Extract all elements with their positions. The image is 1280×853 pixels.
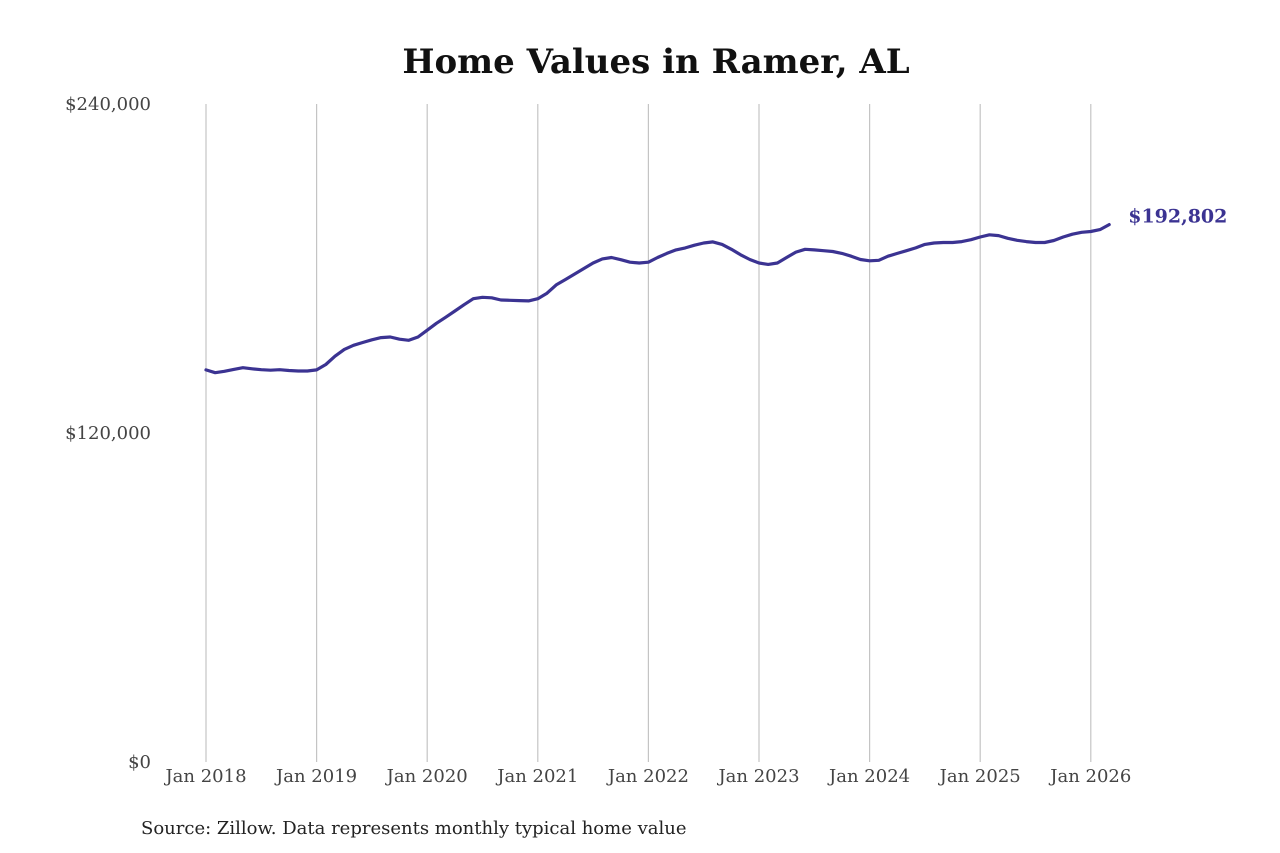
x-tick-label: Jan 2019 <box>274 766 357 787</box>
home-value-line <box>204 223 1111 375</box>
x-axis-ticks: Jan 2018 Jan 2019 Jan 2020 Jan 2021 Jan 2022… <box>163 766 1131 787</box>
source-note: Source: Zillow. Data represents monthly … <box>141 818 687 839</box>
x-tick-label: Jan 2024 <box>827 766 910 787</box>
grid-lines <box>205 104 1092 762</box>
y-tick-label: $120,000 <box>65 423 151 444</box>
y-tick-label: $0 <box>128 752 151 773</box>
x-tick-label: Jan 2020 <box>385 766 468 787</box>
y-axis-ticks: $0 $120,000 $240,000 <box>65 94 151 773</box>
x-tick-label: Jan 2023 <box>716 766 799 787</box>
x-tick-label: Jan 2022 <box>606 766 689 787</box>
x-tick-label: Jan 2018 <box>163 766 246 787</box>
x-tick-label: Jan 2021 <box>495 766 578 787</box>
y-tick-label: $240,000 <box>65 94 151 115</box>
chart-title: Home Values in Ramer, AL <box>402 42 909 82</box>
latest-value-label: $192,802 <box>1128 206 1227 228</box>
x-tick-label: Jan 2026 <box>1048 766 1131 787</box>
x-tick-label: Jan 2025 <box>938 766 1021 787</box>
